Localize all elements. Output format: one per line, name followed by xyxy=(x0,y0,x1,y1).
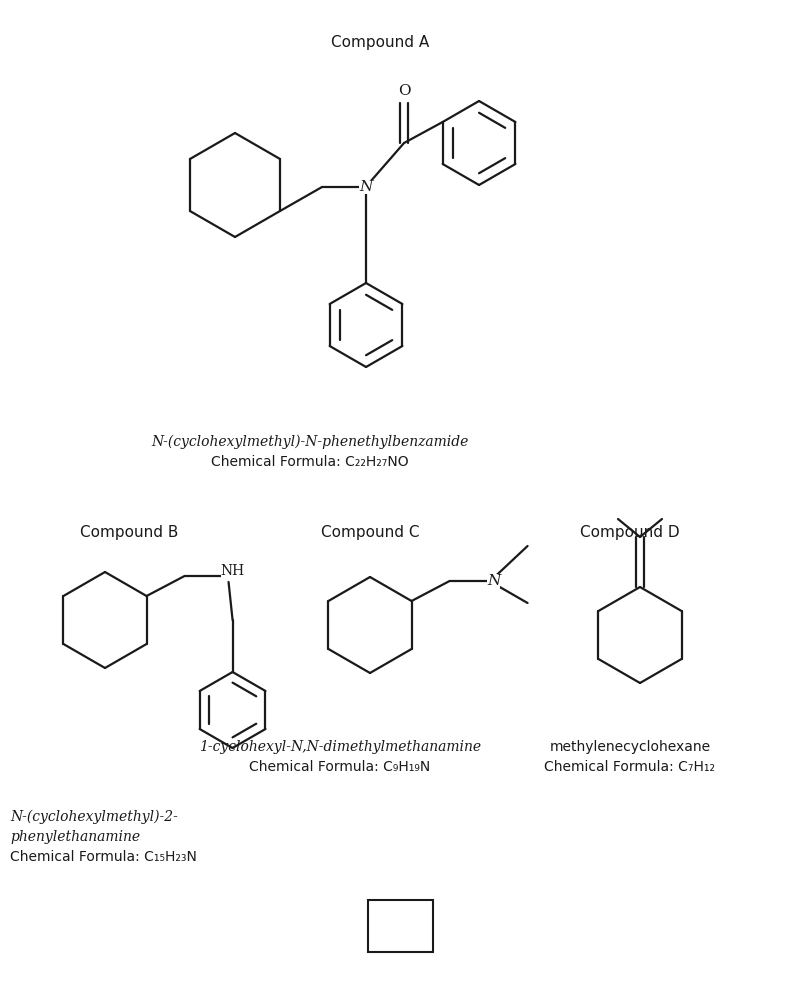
Text: Chemical Formula: C₉H₁₉N: Chemical Formula: C₉H₁₉N xyxy=(250,760,430,774)
Text: Compound C: Compound C xyxy=(321,525,419,540)
Text: Chemical Formula: C₂₂H₂₇NO: Chemical Formula: C₂₂H₂₇NO xyxy=(211,455,409,469)
Text: Compound D: Compound D xyxy=(580,525,680,540)
Text: N: N xyxy=(487,574,500,588)
Text: Compound B: Compound B xyxy=(80,525,178,540)
Text: Chemical Formula: C₇H₁₂: Chemical Formula: C₇H₁₂ xyxy=(545,760,715,774)
Text: methylenecyclohexane: methylenecyclohexane xyxy=(550,740,710,754)
Text: Chemical Formula: C₁₅H₂₃N: Chemical Formula: C₁₅H₂₃N xyxy=(10,850,197,864)
Text: N-(cyclohexylmethyl)-N-phenethylbenzamide: N-(cyclohexylmethyl)-N-phenethylbenzamid… xyxy=(151,435,469,449)
Text: 1-cyclohexyl-N,N-dimethylmethanamine: 1-cyclohexyl-N,N-dimethylmethanamine xyxy=(199,740,481,754)
Bar xyxy=(368,900,433,952)
Text: N-(cyclohexylmethyl)-2-: N-(cyclohexylmethyl)-2- xyxy=(10,810,178,825)
Text: phenylethanamine: phenylethanamine xyxy=(10,830,140,844)
Text: NH: NH xyxy=(221,564,245,578)
Text: Compound A: Compound A xyxy=(331,35,429,50)
Text: N: N xyxy=(359,180,373,194)
Text: O: O xyxy=(398,84,410,98)
